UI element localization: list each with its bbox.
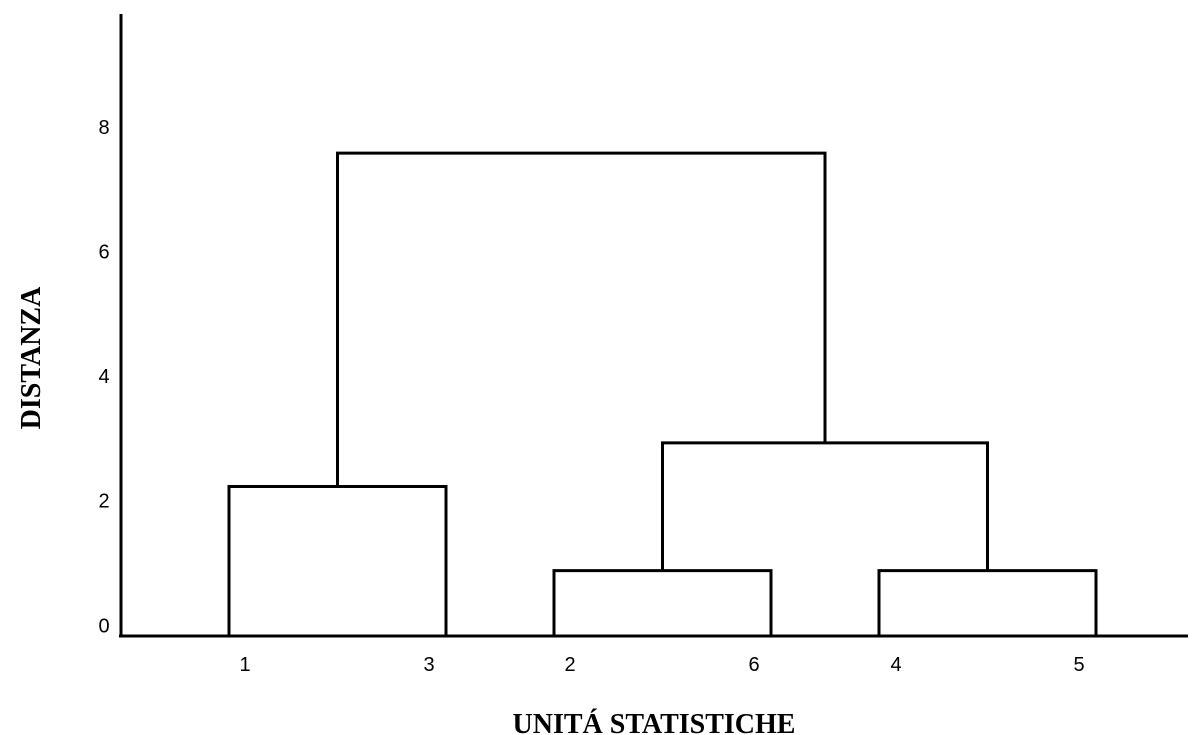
x-tick-labels: 1 3 2 6 4 5 xyxy=(239,654,1084,676)
y-axis-title: DISTANZA xyxy=(16,286,47,429)
dendrogram-link-2-6-4-5 xyxy=(661,441,989,571)
x-tick-label: 6 xyxy=(748,654,759,676)
dendrogram-link-1-3 xyxy=(227,484,448,636)
dendrogram-links xyxy=(227,151,1098,636)
y-tick-label: 0 xyxy=(98,615,109,637)
dendrogram-link-4-5 xyxy=(877,569,1098,636)
y-tick-label: 2 xyxy=(98,491,109,513)
dendrogram-link-1-3-2-6-4-5 xyxy=(336,151,827,487)
axes xyxy=(119,14,1188,638)
x-tick-label: 3 xyxy=(423,654,434,676)
x-tick-label: 5 xyxy=(1073,654,1084,676)
y-tick-label: 6 xyxy=(98,241,109,263)
x-tick-label: 4 xyxy=(890,654,901,676)
x-tick-label: 1 xyxy=(239,654,250,676)
x-tick-label: 2 xyxy=(564,654,575,676)
dendrogram-link-2-6 xyxy=(552,569,773,636)
x-axis-title: UNITÁ STATISTICHE xyxy=(513,709,796,735)
y-tick-label: 4 xyxy=(98,366,109,388)
y-tick-label: 8 xyxy=(98,117,109,139)
y-tick-labels: 0 2 4 6 8 xyxy=(98,117,109,637)
